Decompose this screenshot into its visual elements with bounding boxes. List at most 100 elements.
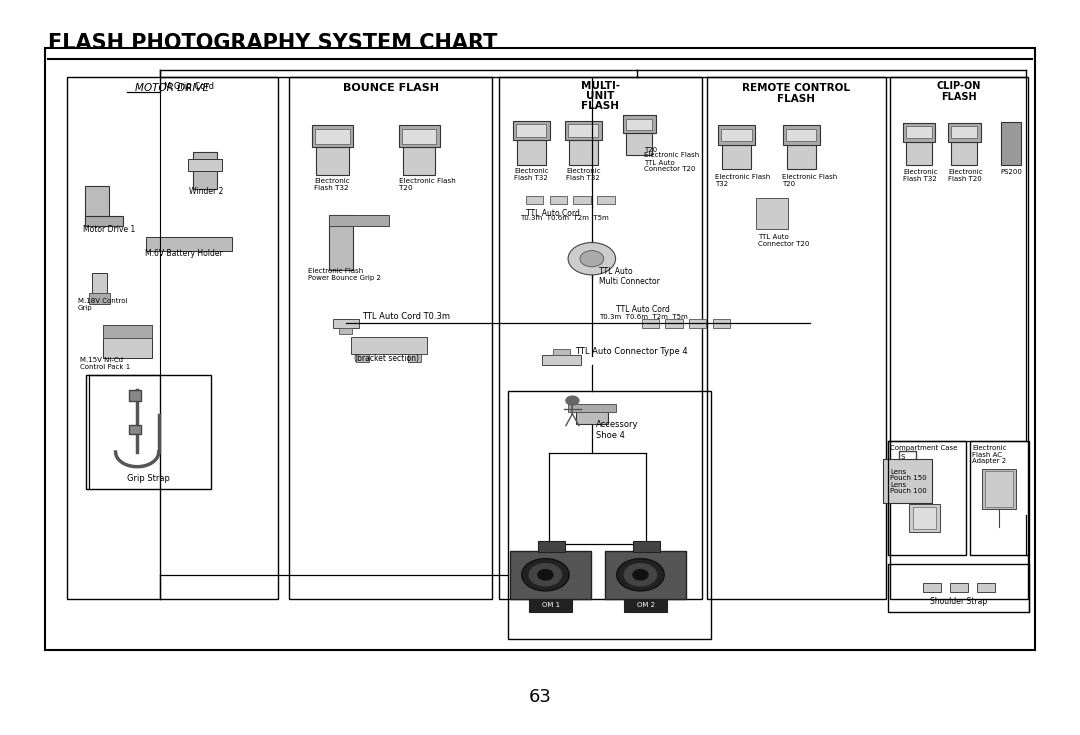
Text: Electronic
Flash T32: Electronic Flash T32 bbox=[903, 169, 937, 182]
Bar bbox=[573, 196, 591, 204]
Bar bbox=[970, 441, 1029, 555]
Text: M.18V Control
Grip: M.18V Control Grip bbox=[78, 298, 127, 312]
Bar bbox=[689, 319, 706, 328]
Bar bbox=[513, 121, 550, 140]
Text: OM 2: OM 2 bbox=[637, 602, 654, 609]
Bar bbox=[890, 77, 1028, 599]
Text: Shoulder Strap: Shoulder Strap bbox=[930, 597, 987, 606]
Text: TTL Auto Connector Type 4: TTL Auto Connector Type 4 bbox=[575, 347, 687, 356]
Bar bbox=[883, 459, 931, 503]
Bar bbox=[633, 541, 660, 553]
Bar bbox=[193, 152, 217, 189]
Text: M.Grip Cord: M.Grip Cord bbox=[164, 82, 214, 91]
Text: M.15V Ni-Cd
Control Pack 1: M.15V Ni-Cd Control Pack 1 bbox=[80, 357, 131, 370]
Bar bbox=[526, 196, 543, 204]
Bar bbox=[516, 124, 546, 137]
Bar bbox=[576, 406, 608, 424]
Circle shape bbox=[633, 570, 648, 580]
Text: T0.3m  T0.6m  T2m  T5m: T0.3m T0.6m T2m T5m bbox=[599, 314, 688, 320]
Text: TTL Auto Cord: TTL Auto Cord bbox=[616, 305, 670, 314]
Bar bbox=[707, 77, 886, 599]
Bar bbox=[568, 124, 598, 137]
Bar bbox=[129, 390, 141, 401]
Bar bbox=[529, 598, 572, 612]
Bar bbox=[642, 319, 659, 328]
Text: TTL Auto
Connector T20: TTL Auto Connector T20 bbox=[758, 234, 810, 247]
Text: Electronic Flash: Electronic Flash bbox=[644, 152, 699, 158]
Bar bbox=[289, 77, 492, 599]
Bar bbox=[624, 598, 667, 612]
Text: Electronic Flash
T20: Electronic Flash T20 bbox=[399, 178, 456, 191]
Bar bbox=[888, 564, 1029, 612]
Text: Winder 2: Winder 2 bbox=[189, 187, 224, 196]
Text: 63: 63 bbox=[528, 688, 552, 706]
Text: REMOTE CONTROL
FLASH: REMOTE CONTROL FLASH bbox=[743, 83, 851, 104]
Bar bbox=[906, 126, 932, 138]
Bar bbox=[553, 349, 570, 355]
Bar bbox=[499, 77, 702, 599]
Text: MOTOR DRIVE: MOTOR DRIVE bbox=[135, 83, 210, 93]
Bar bbox=[508, 391, 711, 639]
Bar bbox=[948, 123, 981, 142]
Text: TTL Auto Cord: TTL Auto Cord bbox=[526, 209, 580, 218]
Bar bbox=[329, 215, 389, 226]
Bar bbox=[188, 159, 222, 171]
Bar bbox=[129, 425, 141, 434]
Text: Electronic Flash
T20: Electronic Flash T20 bbox=[782, 174, 837, 187]
Bar bbox=[351, 337, 427, 354]
Bar bbox=[913, 507, 936, 529]
Text: Compartment Case: Compartment Case bbox=[890, 445, 957, 451]
Bar bbox=[923, 583, 941, 592]
Bar bbox=[538, 541, 565, 553]
Bar bbox=[605, 551, 687, 598]
Bar bbox=[85, 216, 123, 226]
Bar bbox=[315, 129, 350, 144]
Bar bbox=[86, 375, 211, 489]
Bar bbox=[399, 125, 440, 148]
Bar bbox=[92, 273, 107, 304]
Bar bbox=[786, 145, 816, 169]
Circle shape bbox=[617, 559, 664, 591]
Bar bbox=[903, 123, 935, 142]
Bar bbox=[982, 469, 1016, 509]
Bar bbox=[67, 77, 278, 599]
Bar bbox=[339, 328, 352, 334]
Circle shape bbox=[568, 243, 616, 275]
Bar bbox=[146, 237, 232, 251]
Bar bbox=[402, 129, 436, 144]
Text: BOUNCE FLASH: BOUNCE FLASH bbox=[343, 83, 438, 93]
Circle shape bbox=[538, 570, 553, 580]
Circle shape bbox=[522, 559, 569, 591]
Bar bbox=[333, 319, 359, 328]
Text: PS200: PS200 bbox=[1000, 169, 1022, 175]
Circle shape bbox=[624, 564, 657, 586]
Text: T0.3m  T0.6m  T2m  T5m: T0.3m T0.6m T2m T5m bbox=[521, 215, 609, 220]
Bar bbox=[626, 133, 652, 156]
Bar bbox=[985, 471, 1013, 507]
Bar bbox=[626, 119, 652, 129]
Bar bbox=[45, 48, 1035, 650]
Bar bbox=[516, 140, 546, 165]
Bar bbox=[329, 215, 353, 270]
Bar bbox=[888, 441, 966, 555]
Text: TTL Auto
Multi Connector: TTL Auto Multi Connector bbox=[599, 267, 660, 286]
Bar bbox=[909, 504, 940, 532]
Bar bbox=[316, 148, 349, 175]
Text: TTL Auto: TTL Auto bbox=[644, 160, 674, 166]
Bar bbox=[104, 324, 151, 357]
Bar bbox=[783, 125, 820, 145]
Text: Electronic
Flash T32: Electronic Flash T32 bbox=[314, 178, 350, 191]
Text: CLIP-ON
FLASH: CLIP-ON FLASH bbox=[936, 81, 982, 101]
Bar bbox=[542, 355, 581, 365]
Bar bbox=[568, 140, 598, 165]
Bar bbox=[565, 121, 602, 140]
Bar bbox=[623, 115, 656, 133]
Bar bbox=[951, 142, 977, 165]
Circle shape bbox=[529, 564, 562, 586]
Text: Connector T20: Connector T20 bbox=[644, 166, 696, 172]
Text: S: S bbox=[901, 454, 905, 460]
Bar bbox=[597, 196, 615, 204]
Text: Lens
Pouch 150
Lens
Pouch 100: Lens Pouch 150 Lens Pouch 100 bbox=[890, 469, 927, 495]
Text: Electronic Flash
Power Bounce Grip 2: Electronic Flash Power Bounce Grip 2 bbox=[308, 268, 380, 281]
Bar bbox=[312, 125, 353, 148]
